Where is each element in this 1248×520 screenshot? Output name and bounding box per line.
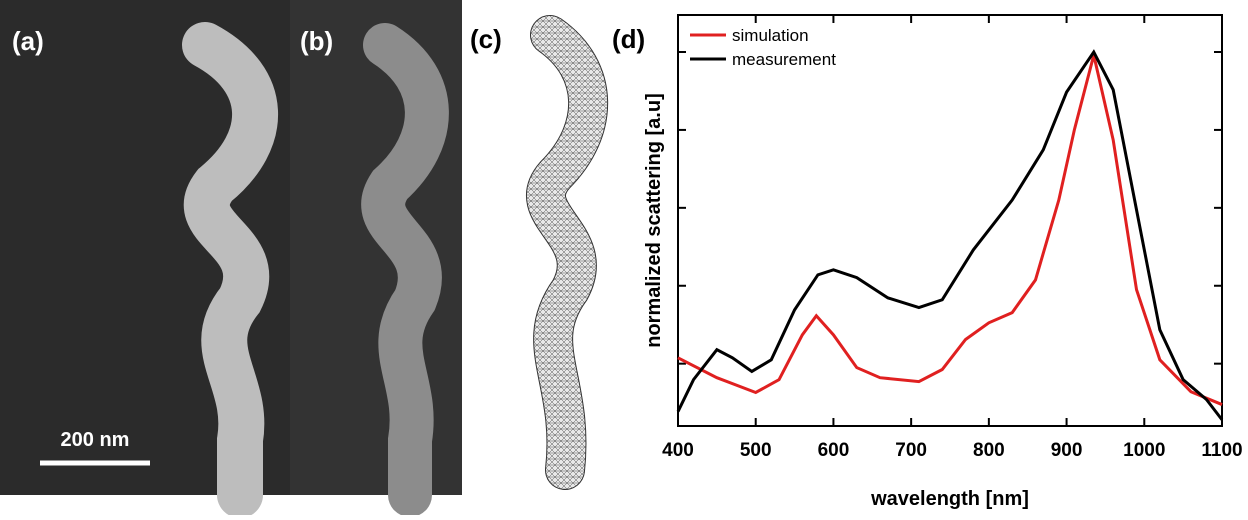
legend-label: measurement [732, 50, 836, 69]
line-series [676, 49, 1224, 421]
panel-label: (c) [470, 24, 502, 54]
y-axis-label: normalized scattering [a.u] [643, 93, 665, 348]
scale-bar-label: 200 nm [61, 429, 130, 451]
x-tick-label: 700 [895, 440, 927, 461]
x-tick-label: 400 [662, 440, 694, 461]
line-series [677, 54, 1223, 406]
x-tick-label: 500 [740, 440, 772, 461]
x-axis-label: wavelength [nm] [870, 488, 1029, 510]
panel-label: (b) [300, 26, 333, 56]
x-tick-label: 900 [1051, 440, 1083, 461]
helix-a [182, 22, 279, 518]
plot-frame [677, 14, 1223, 427]
helix-b [361, 23, 449, 517]
helix-mesh [527, 16, 608, 489]
x-tick-label: 1000 [1123, 440, 1165, 461]
x-tick-label: 600 [818, 440, 850, 461]
legend-label: simulation [732, 26, 809, 45]
panel-label: (a) [12, 26, 44, 56]
panel-label: (d) [612, 24, 645, 54]
x-tick-label: 800 [973, 440, 1005, 461]
x-tick-label: 1100 [1201, 440, 1242, 461]
